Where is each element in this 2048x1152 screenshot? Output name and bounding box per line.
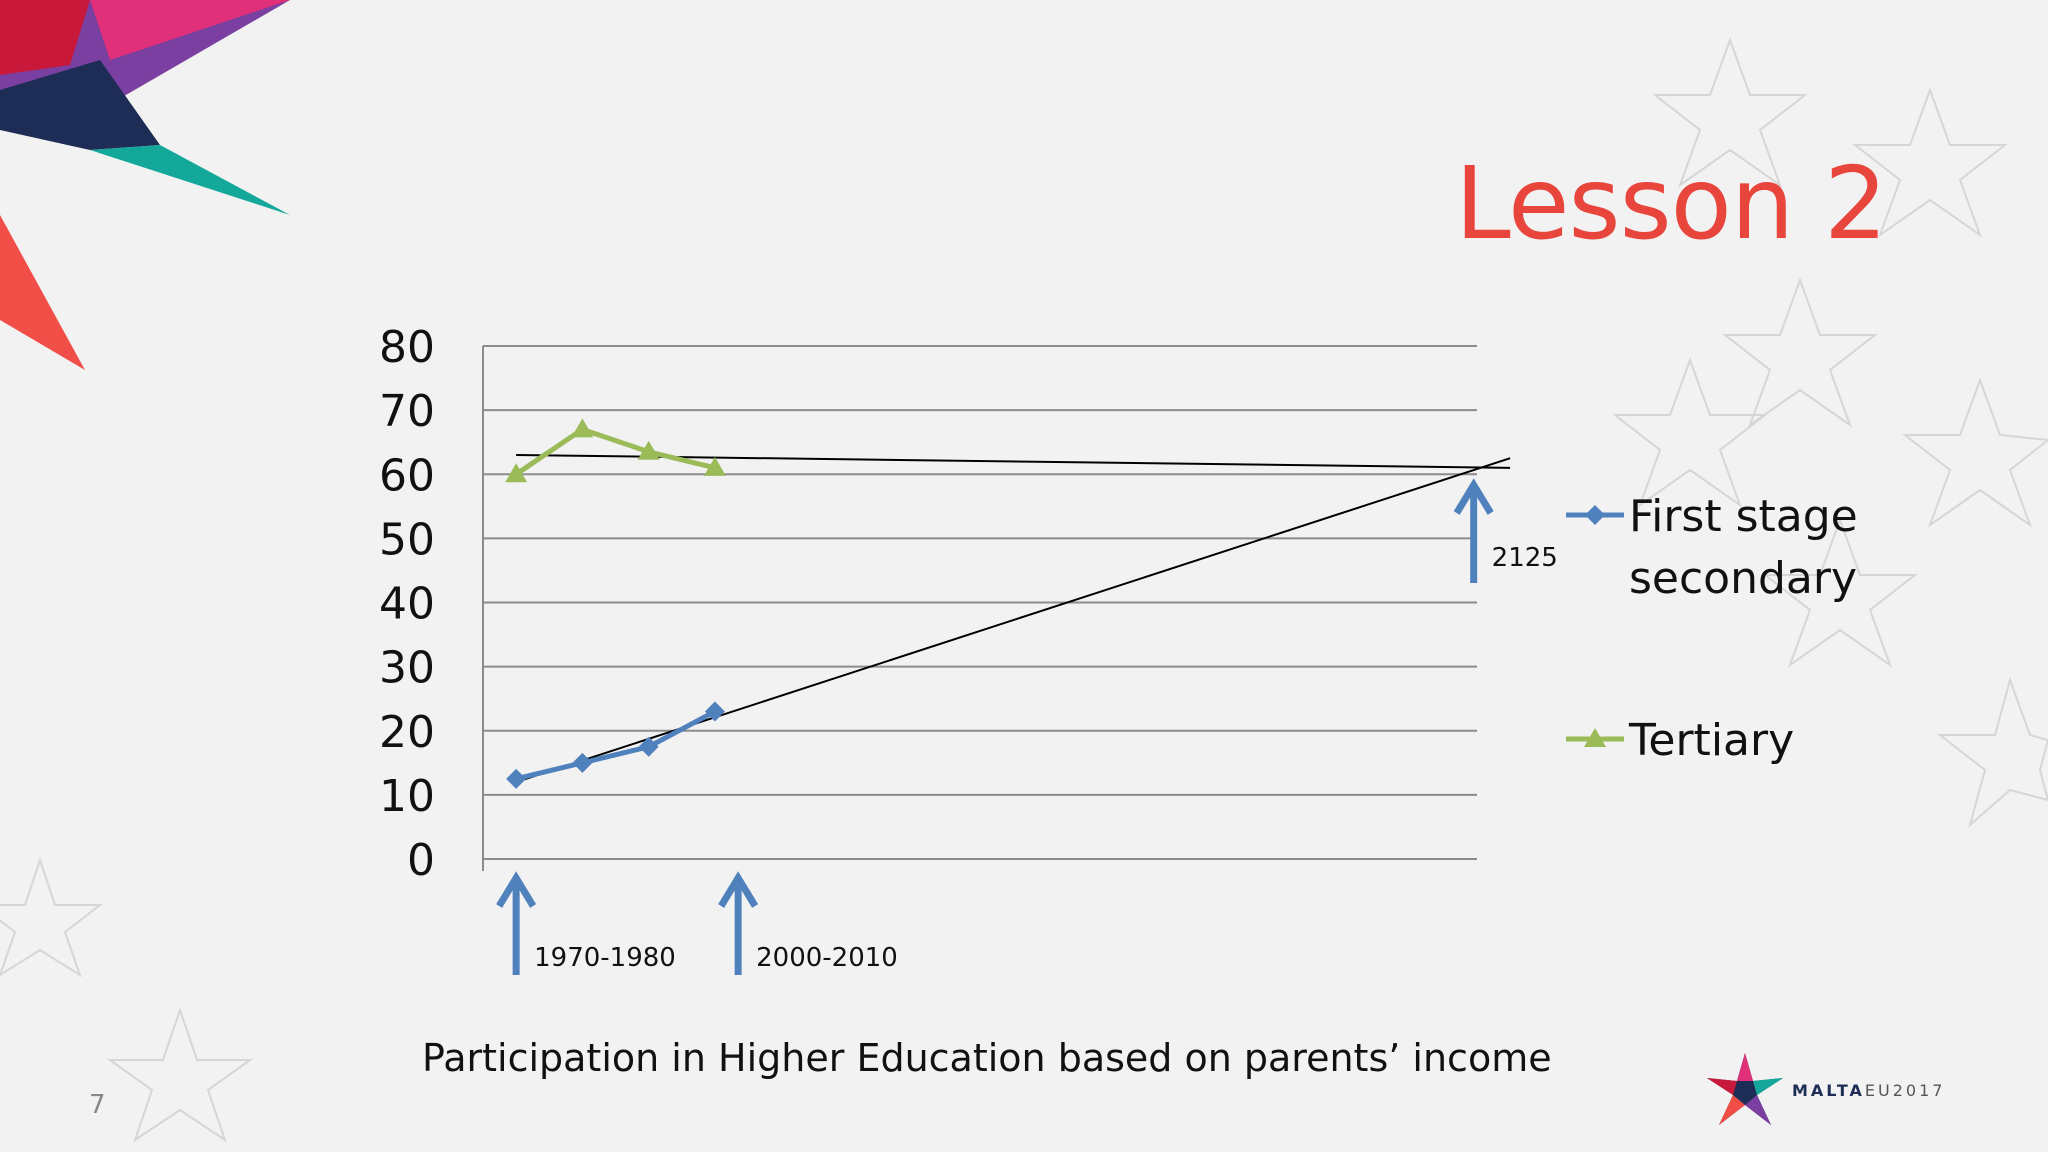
annotation-label: 2000-2010 [756,943,898,973]
data-point [571,418,594,438]
y-tick-labels: 0 10 20 30 40 50 60 70 80 [379,322,435,886]
legend-label: Tertiary [1628,715,1794,766]
y-tick-label: 10 [379,771,435,822]
data-point [704,701,725,722]
annotation-arrow-head [496,871,537,908]
annotations: 1970-1980 2000-2010 2125 [496,478,1558,975]
trendline-0 [515,457,1511,784]
slide-title: Lesson 2 [1455,145,1888,262]
trendline-1 [516,454,1511,469]
y-tick-label: 70 [379,386,435,437]
data-point [572,752,593,773]
annotation-arrow-head [718,871,759,908]
star-pattern-icon [1612,37,2048,828]
y-tick-label: 40 [379,579,435,630]
legend-label: secondary [1629,553,1857,604]
malta-eu2017-logo-icon [1707,1053,1783,1125]
data-point [637,440,660,460]
logo-text-light: EU2017 [1864,1081,1946,1100]
series-line-1 [514,426,716,477]
y-tick-label: 50 [379,514,435,565]
annotation-label: 1970-1980 [534,943,676,973]
data-point [505,463,528,483]
annotation-arrow-head [1453,478,1494,515]
legend-marker [1585,505,1605,525]
y-tick-label: 20 [379,707,435,758]
grid-lines [482,345,1477,871]
y-tick-label: 60 [379,450,435,501]
annotation-label: 2125 [1492,543,1558,573]
legend-label: First stage [1629,491,1858,542]
y-tick-label: 0 [407,835,435,886]
y-tick-label: 80 [379,322,435,373]
data-point [506,768,527,789]
logo-text: MALTAEU2017 [1792,1081,1945,1100]
data-point [703,456,726,476]
y-tick-label: 30 [379,643,435,694]
logo-text-strong: MALTA [1792,1081,1865,1100]
legend-marker [1584,728,1606,747]
trendlines [515,454,1511,784]
page-number: 7 [89,1090,106,1120]
corner-decoration-icon [0,0,290,370]
series-layer [505,418,726,789]
series-line-0 [515,709,717,782]
data-point [638,736,659,757]
star-pattern-bottom-icon [0,856,254,1143]
legend: First stage secondary Tertiary [1566,491,1858,766]
chart-caption: Participation in Higher Education based … [422,1036,1552,1080]
